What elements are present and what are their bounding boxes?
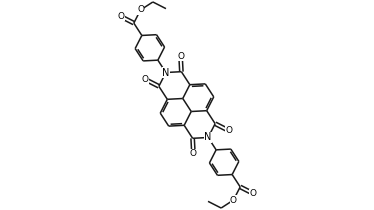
Text: O: O: [226, 126, 233, 135]
Text: O: O: [117, 12, 124, 21]
Text: N: N: [162, 67, 169, 77]
Text: O: O: [137, 5, 144, 14]
Text: O: O: [190, 149, 197, 158]
Text: N: N: [205, 133, 212, 143]
Text: O: O: [177, 52, 184, 61]
Text: O: O: [230, 196, 237, 205]
Text: O: O: [250, 189, 257, 198]
Text: O: O: [141, 75, 148, 84]
